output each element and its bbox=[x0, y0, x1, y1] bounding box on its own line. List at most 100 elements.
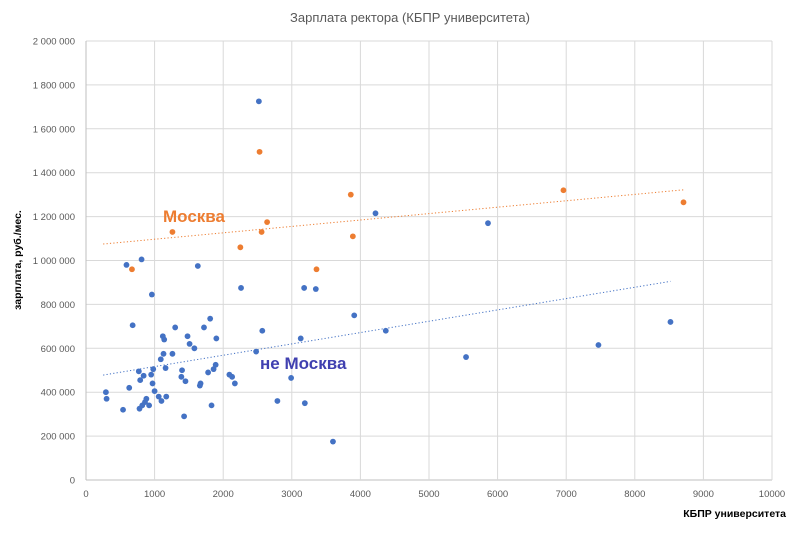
data-point-not-moscow bbox=[126, 384, 133, 391]
data-point-moscow bbox=[237, 244, 244, 251]
x-tick-label: 0 bbox=[83, 489, 88, 500]
y-tick-label: 800 000 bbox=[41, 300, 75, 311]
data-point-not-moscow bbox=[210, 366, 217, 373]
data-point-not-moscow bbox=[160, 350, 167, 357]
data-point-not-moscow bbox=[151, 388, 158, 395]
data-point-not-moscow bbox=[485, 220, 491, 227]
data-point-moscow bbox=[256, 148, 263, 155]
data-point-not-moscow bbox=[162, 365, 169, 371]
chart-title: Зарплата ректора (КБПР университета) bbox=[290, 10, 530, 25]
data-point-not-moscow bbox=[103, 395, 110, 402]
data-point-not-moscow bbox=[194, 263, 201, 269]
data-point-not-moscow bbox=[382, 327, 389, 334]
data-point-not-moscow bbox=[197, 380, 204, 387]
x-tick-label: 4000 bbox=[350, 489, 371, 500]
data-point-not-moscow bbox=[297, 335, 304, 342]
data-point-moscow bbox=[264, 219, 271, 225]
data-point-not-moscow bbox=[207, 315, 214, 322]
data-point-not-moscow bbox=[163, 393, 170, 400]
data-point-not-moscow bbox=[201, 324, 207, 331]
data-point-moscow bbox=[129, 266, 135, 273]
data-point-not-moscow bbox=[213, 335, 220, 342]
data-point-not-moscow bbox=[179, 367, 185, 374]
data-point-not-moscow bbox=[231, 380, 238, 387]
data-point-not-moscow bbox=[120, 406, 126, 413]
data-points bbox=[102, 98, 687, 445]
data-point-not-moscow bbox=[186, 341, 193, 347]
x-tick-label: 3000 bbox=[281, 489, 302, 500]
data-point-not-moscow bbox=[208, 402, 215, 409]
data-point-not-moscow bbox=[161, 336, 168, 343]
data-point-not-moscow bbox=[463, 354, 469, 360]
data-point-not-moscow bbox=[351, 312, 358, 319]
data-point-not-moscow bbox=[129, 322, 136, 329]
trendline-not-moscow bbox=[103, 280, 671, 376]
y-tick-label: 400 000 bbox=[41, 388, 75, 399]
data-point-not-moscow bbox=[140, 372, 147, 379]
data-point-not-moscow bbox=[158, 398, 165, 404]
y-tick-label: 1 800 000 bbox=[33, 80, 75, 91]
data-point-not-moscow bbox=[135, 368, 142, 375]
data-point-not-moscow bbox=[205, 369, 212, 376]
x-tick-label: 7000 bbox=[556, 489, 577, 500]
data-point-not-moscow bbox=[143, 395, 150, 402]
data-point-not-moscow bbox=[172, 324, 179, 331]
data-point-not-moscow bbox=[184, 333, 191, 340]
data-point-not-moscow bbox=[148, 291, 155, 298]
data-point-not-moscow bbox=[137, 377, 144, 384]
data-point-not-moscow bbox=[150, 366, 157, 373]
data-point-not-moscow bbox=[288, 375, 295, 381]
trend-lines bbox=[103, 189, 684, 376]
y-tick-label: 1 200 000 bbox=[33, 212, 75, 223]
data-point-not-moscow bbox=[178, 373, 185, 380]
data-point-not-moscow bbox=[301, 285, 308, 291]
y-tick-label: 1 000 000 bbox=[33, 256, 75, 267]
data-point-not-moscow bbox=[667, 319, 674, 325]
x-tick-label: 1000 bbox=[144, 489, 165, 500]
x-tick-labels: 0 1000 2000 3000 4000 5000 6000 7000 8000 9000 100… bbox=[83, 489, 785, 500]
data-point-not-moscow bbox=[238, 285, 244, 291]
x-tick-label: 8000 bbox=[624, 489, 645, 500]
y-tick-label: 600 000 bbox=[41, 344, 75, 355]
x-tick-label: 9000 bbox=[693, 489, 714, 500]
data-point-not-moscow bbox=[148, 371, 155, 378]
data-point-moscow bbox=[313, 266, 320, 273]
x-tick-label: 10000 bbox=[759, 489, 785, 500]
data-point-not-moscow bbox=[259, 327, 266, 334]
data-point-moscow bbox=[347, 191, 354, 198]
data-point-not-moscow bbox=[274, 398, 281, 404]
data-point-not-moscow bbox=[312, 286, 319, 292]
annotation-not-moscow: не Москва bbox=[260, 354, 347, 373]
y-tick-label: 1 600 000 bbox=[33, 124, 75, 135]
data-point-not-moscow bbox=[229, 373, 236, 380]
data-point-not-moscow bbox=[123, 261, 130, 268]
y-tick-labels: 0 200 000 400 000 600 000 800 000 1 000 000 1 … bbox=[33, 37, 75, 487]
data-point-moscow bbox=[169, 229, 176, 235]
x-tick-label: 6000 bbox=[487, 489, 508, 500]
data-point-moscow bbox=[560, 187, 567, 194]
x-tick-label: 2000 bbox=[213, 489, 234, 500]
data-point-not-moscow bbox=[157, 356, 164, 363]
y-tick-label: 1 400 000 bbox=[33, 168, 75, 179]
data-point-not-moscow bbox=[255, 98, 262, 105]
data-point-not-moscow bbox=[191, 345, 198, 352]
annotation-moscow: Москва bbox=[163, 207, 226, 226]
data-point-not-moscow bbox=[155, 393, 162, 400]
data-point-not-moscow bbox=[149, 380, 156, 387]
data-point-moscow bbox=[258, 229, 265, 235]
data-point-not-moscow bbox=[595, 342, 602, 348]
data-point-not-moscow bbox=[212, 361, 219, 368]
data-point-not-moscow bbox=[146, 402, 153, 409]
data-point-moscow bbox=[349, 233, 356, 240]
data-point-not-moscow bbox=[330, 438, 336, 445]
y-axis-title: зарплата, руб./мес. bbox=[12, 210, 24, 310]
data-point-not-moscow bbox=[102, 389, 109, 396]
data-point-not-moscow bbox=[138, 256, 145, 263]
x-tick-label: 5000 bbox=[418, 489, 439, 500]
data-point-not-moscow bbox=[169, 350, 176, 357]
data-point-not-moscow bbox=[301, 400, 308, 407]
data-point-moscow bbox=[680, 199, 687, 206]
data-point-not-moscow bbox=[372, 210, 379, 217]
x-axis-title: КБПР университета bbox=[683, 508, 786, 520]
